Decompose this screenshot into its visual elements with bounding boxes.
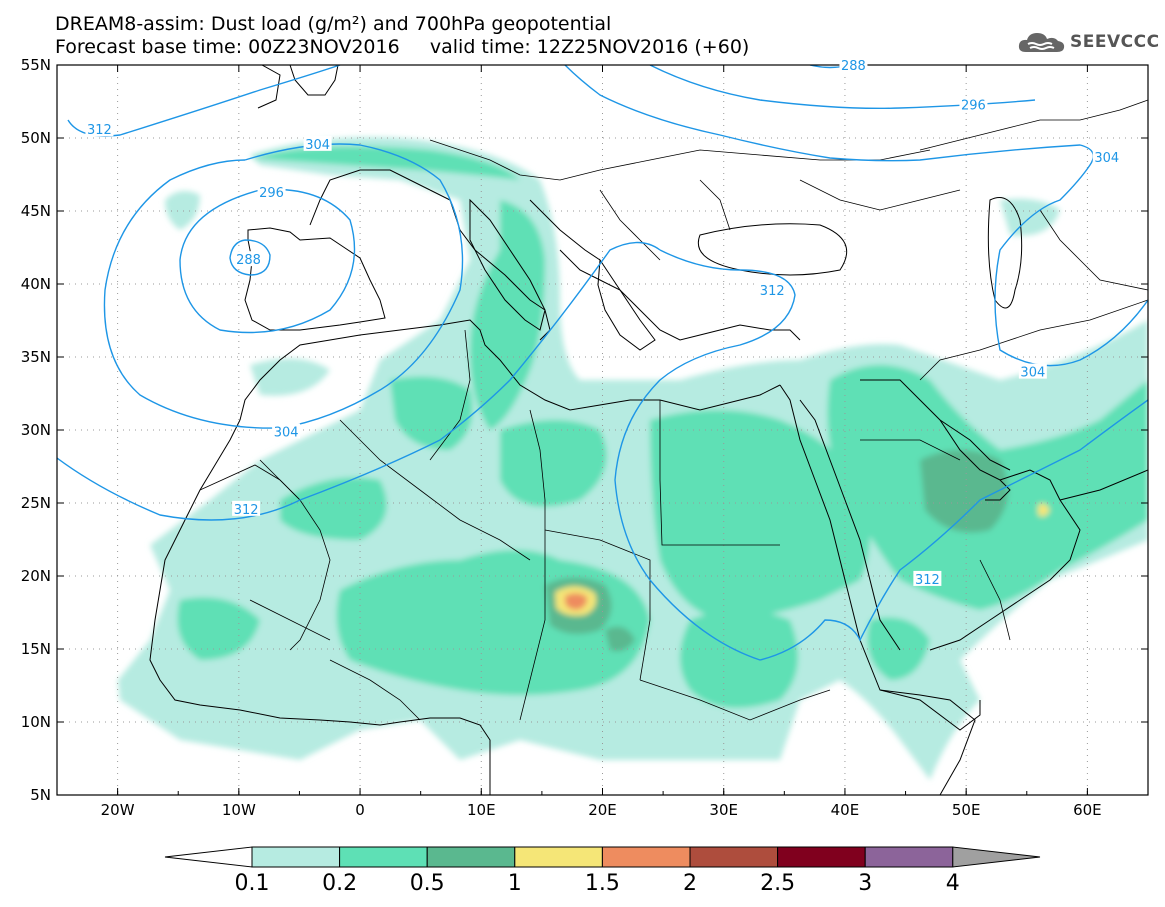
contour-label: 288 (841, 59, 866, 74)
contour-label-bg (758, 281, 787, 297)
colorbar-segment (251, 846, 341, 868)
contour-label-bg (303, 135, 332, 151)
contour-label: 312 (87, 123, 112, 138)
contour-label-bg (839, 57, 868, 72)
seevccc-logo: SEEVCCC (1018, 30, 1160, 54)
lat-label: 35N (21, 348, 51, 366)
lat-label: 55N (21, 56, 51, 74)
contour-304-east (564, 65, 1148, 367)
geopotential-contours (57, 65, 1148, 661)
lat-label: 50N (21, 129, 51, 147)
contour-312-south (57, 241, 661, 521)
contour-label-bg (232, 500, 261, 516)
contour-label: 312 (915, 573, 940, 588)
longitude-labels: 20W 10W 0 10E 20E 30E 40E 50E 60E (101, 801, 1102, 819)
contour-label-bg (257, 184, 286, 200)
lon-label: 10E (467, 801, 496, 819)
lat-label: 25N (21, 494, 51, 512)
forecast-time-subtitle: Forecast base time: 00Z23NOV2016 valid t… (55, 36, 750, 58)
contour-label-bg (85, 121, 114, 137)
axis-ticks (56, 64, 1149, 796)
contour-label-bg (959, 96, 988, 112)
colorbar-over-arrow (952, 846, 1041, 868)
contour-304-west (103, 143, 464, 429)
lon-label: 50E (952, 801, 981, 819)
dust-field (118, 137, 1148, 781)
contour-label: 304 (1020, 366, 1045, 381)
lat-label: 5N (30, 786, 51, 804)
contour-label: 304 (305, 138, 330, 153)
contour-312-east (614, 249, 1148, 661)
contour-label-bg (913, 570, 942, 586)
coastlines (149, 65, 1148, 795)
lon-label: 40E (831, 801, 860, 819)
colorbar-tick-label: 0.5 (410, 871, 445, 896)
lat-label: 15N (21, 640, 51, 658)
lat-label: 40N (21, 275, 51, 293)
contour-label: 312 (760, 284, 785, 299)
colorbar-tick-label: 2.5 (760, 871, 795, 896)
lon-label: 20E (588, 801, 617, 819)
colorbar-segment (601, 846, 691, 868)
lat-label: 30N (21, 421, 51, 439)
colorbar-tick-label: 2 (683, 871, 697, 896)
contour-labels: 312 304 296 288 304 312 312 296 304 304 312 288 (85, 57, 1121, 588)
colorbar-segment (777, 846, 866, 868)
lat-label: 45N (21, 202, 51, 220)
cloud-icon (1018, 33, 1065, 52)
contour-label-bg (234, 251, 263, 267)
contour-label: 296 (961, 98, 986, 113)
colorbar-segment (514, 846, 603, 868)
lon-label: 0 (355, 801, 365, 819)
lat-label: 10N (21, 713, 51, 731)
colorbar-under-arrow (164, 846, 253, 868)
contour-296-west (179, 188, 356, 334)
contour-label-bg (272, 423, 301, 439)
colorbar-segment (339, 846, 428, 868)
lon-label: 20W (101, 801, 135, 819)
contour-label: 288 (236, 253, 261, 268)
lon-label: 60E (1073, 801, 1102, 819)
colorbar-segment (426, 846, 516, 868)
logo-text: SEEVCCC (1070, 32, 1160, 52)
map-title: DREAM8-assim: Dust load (g/m²) and 700hP… (55, 13, 612, 35)
lat-label: 20N (21, 567, 51, 585)
contour-288-west (229, 239, 271, 276)
colorbar-tick-label: 0.1 (235, 871, 270, 896)
colorbar-segment (689, 846, 779, 868)
contour-label: 304 (1094, 151, 1119, 166)
contour-label: 296 (259, 186, 284, 201)
colorbar-tick-label: 1.5 (585, 871, 620, 896)
lon-label: 30E (709, 801, 738, 819)
latitude-labels: 55N 50N 45N 40N 35N 30N 25N 20N 15N 10N 5N (21, 56, 51, 804)
colorbar-segment (864, 846, 954, 868)
dust-level-1.5 (565, 593, 588, 610)
contour-label: 312 (234, 503, 259, 518)
contour-label: 304 (274, 425, 299, 440)
colorbar-tick-label: 3 (858, 871, 872, 896)
contour-label-bg (1018, 363, 1047, 379)
lon-label: 10W (222, 801, 256, 819)
colorbar-tick-label: 0.2 (322, 871, 357, 896)
colorbar-tick-label: 4 (946, 871, 960, 896)
colorbar (164, 846, 1041, 868)
colorbar-labels: 0.1 0.2 0.5 1 1.5 2 2.5 3 4 (235, 871, 960, 896)
colorbar-tick-label: 1 (508, 871, 522, 896)
contour-label-bg (1092, 148, 1121, 164)
